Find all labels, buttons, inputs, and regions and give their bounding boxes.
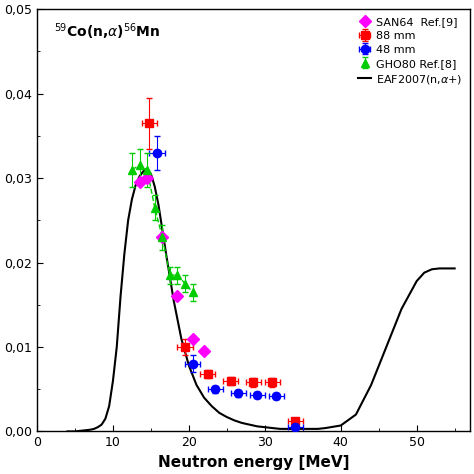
SAN64  Ref.[9] — [137, 180, 142, 185]
SAN64  Ref.[9] — [201, 348, 207, 354]
Legend: SAN64  Ref.[9], 88 mm, 48 mm, GHO80 Ref.[8], EAF2007(n,$\alpha$+): SAN64 Ref.[9], 88 mm, 48 mm, GHO80 Ref.[… — [356, 15, 464, 88]
EAF2007(n,$\alpha$+) — [444, 265, 450, 271]
EAF2007(n,$\alpha$+) — [414, 278, 419, 284]
SAN64  Ref.[9] — [144, 175, 150, 181]
EAF2007(n,$\alpha$+) — [64, 428, 70, 434]
EAF2007(n,$\alpha$+) — [114, 344, 119, 350]
Line: EAF2007(n,$\alpha$+): EAF2007(n,$\alpha$+) — [67, 170, 455, 431]
SAN64  Ref.[9] — [174, 293, 180, 299]
EAF2007(n,$\alpha$+) — [99, 422, 104, 428]
Text: $^{59}$Co(n,$\alpha$)$^{56}$Mn: $^{59}$Co(n,$\alpha$)$^{56}$Mn — [55, 22, 161, 43]
EAF2007(n,$\alpha$+) — [452, 265, 457, 271]
EAF2007(n,$\alpha$+) — [155, 202, 161, 208]
EAF2007(n,$\alpha$+) — [144, 167, 150, 173]
EAF2007(n,$\alpha$+) — [125, 218, 131, 223]
SAN64  Ref.[9] — [190, 336, 196, 341]
Line: SAN64  Ref.[9]: SAN64 Ref.[9] — [136, 174, 208, 356]
SAN64  Ref.[9] — [159, 234, 165, 240]
X-axis label: Neutron energy [MeV]: Neutron energy [MeV] — [158, 455, 349, 470]
